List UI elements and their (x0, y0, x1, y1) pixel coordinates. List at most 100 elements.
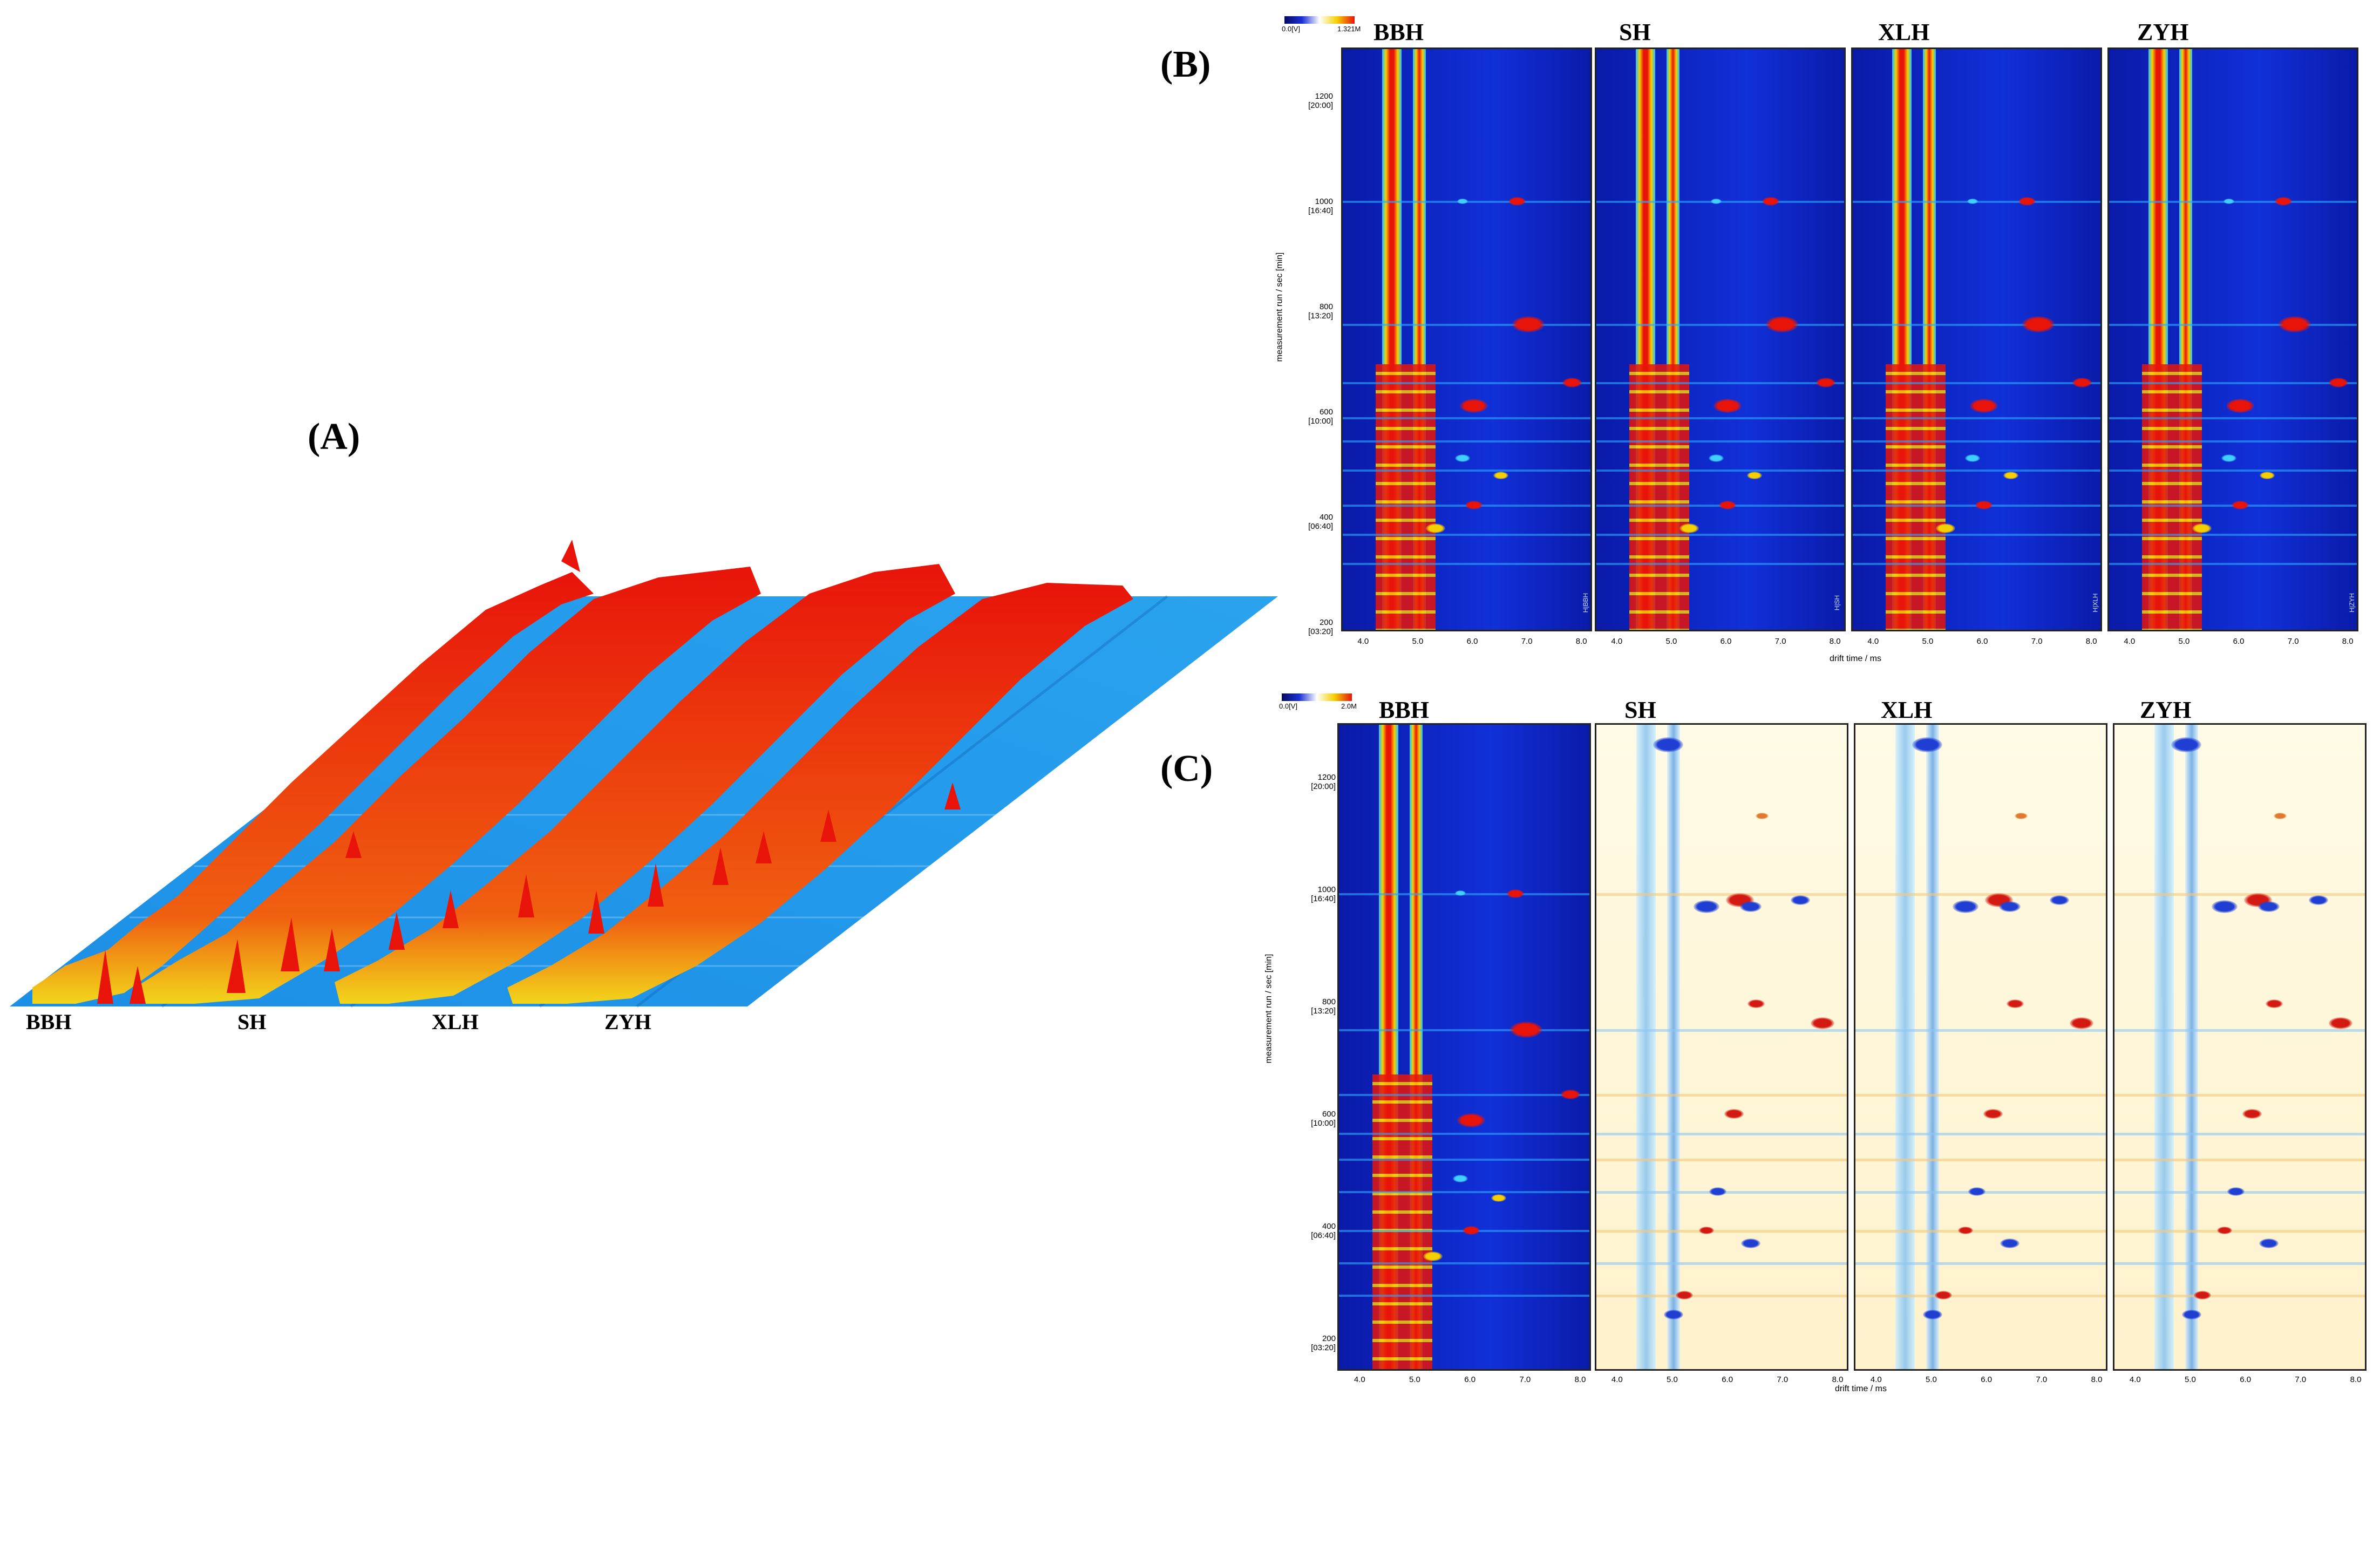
panel-b-ylabel: measurement run / sec [min] (1275, 252, 1284, 362)
streak-line (2114, 1262, 2365, 1265)
signal-spot (2309, 895, 2329, 905)
heatmap-bg (1596, 725, 1847, 1369)
streak-line (1855, 1094, 2106, 1097)
b-ytick-1000-sub: [16:40] (1308, 206, 1333, 215)
signal-spot (2192, 523, 2212, 534)
signal-spot (1935, 1290, 1953, 1299)
streak-line (2109, 534, 2357, 536)
streak-line (2114, 1159, 2365, 1161)
signal-spot (1967, 198, 1978, 204)
xtick-3-2: 6.0 (2240, 1375, 2252, 1384)
c-ytick-600-sub: [10:00] (1311, 1119, 1336, 1128)
streak-line (2114, 1094, 2365, 1097)
low-rt-block (1629, 364, 1689, 630)
signal-spot (1709, 1187, 1726, 1196)
xtick-3-4: 8.0 (2350, 1375, 2362, 1384)
b-ytick-400-sub: [06:40] (1308, 522, 1333, 531)
signal-spot (2258, 901, 2280, 912)
signal-spot (2273, 812, 2287, 819)
streak-line (1339, 1262, 1589, 1264)
corner-label-0: H|BBH (1582, 593, 1590, 613)
xtick-1-4: 8.0 (1832, 1375, 1844, 1384)
panel-c-colorbar-min: 0.0[V] (1279, 702, 1297, 710)
streak-line (1343, 440, 1590, 443)
panel-c-sample-1: BBH (1379, 697, 1429, 723)
xtick-1-2: 6.0 (1720, 637, 1732, 646)
signal-spot (2231, 500, 2249, 509)
xtick-2-0: 4.0 (1867, 637, 1879, 646)
rip-band-1 (1636, 725, 1656, 1369)
signal-spot (2000, 1238, 2020, 1248)
streak-line (1853, 382, 2100, 384)
xtick-0-4: 8.0 (1575, 637, 1587, 646)
signal-spot (1454, 890, 1466, 896)
streak-line (1853, 563, 2100, 566)
c-ytick-400-sub: [06:40] (1311, 1231, 1336, 1240)
b-ytick-1000: 1000 (1315, 197, 1333, 206)
signal-spot (2259, 1238, 2279, 1248)
panel-c-colorbar-max: 2.0M (1341, 702, 1357, 710)
heatmap-b-2 (1851, 47, 2102, 631)
streak-line (2114, 1295, 2365, 1297)
c-ytick-1200-sub: [20:00] (1311, 782, 1336, 791)
signal-spot (1425, 523, 1445, 534)
ridge-xlh (335, 564, 955, 1004)
panel-b-colorbar-min: 0.0[V] (1282, 25, 1300, 33)
streak-line (2109, 417, 2357, 419)
b-ytick-1200-sub: [20:00] (1308, 101, 1333, 110)
streak-line (1853, 534, 2100, 536)
streak-line (1596, 1094, 1847, 1097)
signal-spot (2072, 377, 2092, 387)
signal-spot (1463, 1226, 1480, 1235)
xtick-2-3: 7.0 (2031, 637, 2043, 646)
c-ytick-1200: 1200 (1317, 773, 1336, 782)
streak-line (1339, 1133, 1589, 1135)
panel-c-xlabel: drift time / ms (1835, 1384, 1887, 1393)
xtick-3-1: 5.0 (2178, 637, 2190, 646)
signal-spot (1724, 1108, 1744, 1119)
signal-spot (1457, 198, 1468, 204)
streak-line (1339, 1159, 1589, 1161)
streak-line (1596, 563, 1844, 566)
signal-spot (2194, 1290, 2212, 1299)
streak-line (1596, 1230, 1847, 1233)
panel-b-xlabel: drift time / ms (1830, 654, 1882, 663)
signal-spot (1975, 500, 1993, 509)
low-rt-block (2141, 364, 2202, 630)
xtick-1-3: 7.0 (1774, 637, 1786, 646)
signal-spot (1953, 900, 1979, 914)
xtick-2-2: 6.0 (1976, 637, 1988, 646)
panel-b-sample-3: XLH (1878, 19, 1930, 45)
xtick-2-1: 5.0 (1926, 1375, 1937, 1384)
signal-spot (1508, 197, 1526, 206)
panel-a-sample-1: BBH (26, 1010, 72, 1034)
xtick-1-1: 5.0 (1667, 1375, 1678, 1384)
streak-line (1339, 1191, 1589, 1193)
streak-line (1339, 1295, 1589, 1297)
xtick-0-1: 5.0 (1412, 637, 1424, 646)
xtick-3-3: 7.0 (2287, 637, 2299, 646)
low-rt-block (1375, 364, 1436, 630)
c-ytick-400: 400 (1322, 1222, 1336, 1231)
signal-spot (2223, 198, 2235, 204)
c-ytick-200-sub: [03:20] (1311, 1343, 1336, 1352)
streak-line (1855, 1029, 2106, 1032)
streak-line (1596, 534, 1844, 536)
panel-c-sample-3: XLH (1881, 697, 1933, 723)
signal-spot (2242, 1108, 2262, 1119)
signal-spot (1493, 472, 1509, 480)
signal-spot (1491, 1194, 1507, 1202)
streak-line (1855, 1159, 2106, 1161)
streak-line (2109, 563, 2357, 566)
ridge-zyh (507, 583, 1133, 1004)
xtick-1-1: 5.0 (1665, 637, 1677, 646)
signal-spot (1709, 454, 1724, 462)
signal-spot (1718, 500, 1736, 509)
signal-spot (1740, 901, 1762, 912)
panel-a-sample-2: SH (237, 1010, 267, 1034)
streak-line (2114, 1029, 2365, 1032)
low-rt-block (1885, 364, 1946, 630)
streak-line (1343, 417, 1590, 419)
signal-spot (1741, 1238, 1761, 1248)
spikes (97, 540, 961, 1004)
